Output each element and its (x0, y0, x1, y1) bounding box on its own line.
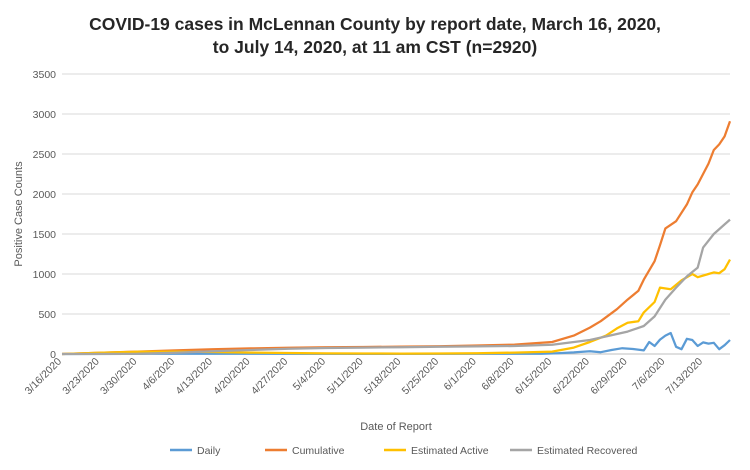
x-tick-label-10: 5/25/2020 (400, 356, 442, 398)
series-line-daily (61, 331, 731, 356)
y-tick-label-4: 2000 (33, 189, 57, 201)
y-tick-label-7: 3500 (33, 69, 57, 81)
legend-label-2: Estimated Active (411, 445, 489, 457)
x-tick-label-14: 6/22/2020 (551, 356, 593, 398)
x-tick-label-8: 5/11/2020 (325, 356, 366, 397)
legend-label-1: Cumulative (292, 445, 345, 457)
chart-title-line-1: COVID-19 cases in McLennan County by rep… (89, 14, 661, 34)
x-tick-label-15: 6/29/2020 (588, 356, 630, 398)
x-tick-label-9: 5/18/2020 (362, 356, 404, 398)
y-tick-label-2: 1000 (33, 269, 57, 281)
x-axis-title: Date of Report (360, 421, 432, 433)
x-tick-label-5: 4/20/2020 (211, 356, 253, 398)
y-tick-label-6: 3000 (33, 109, 57, 121)
x-tick-label-16: 7/6/2020 (630, 356, 667, 393)
x-tick-label-11: 6/1/2020 (442, 356, 479, 393)
y-tick-label-3: 1500 (33, 229, 57, 241)
y-axis-title: Positive Case Counts (13, 161, 25, 267)
x-tick-label-12: 6/8/2020 (479, 356, 516, 393)
x-tick-label-1: 3/23/2020 (60, 356, 102, 398)
y-tick-label-0: 0 (50, 349, 56, 361)
series-line-cumulative (61, 120, 732, 356)
x-tick-label-7: 5/4/2020 (291, 356, 328, 393)
x-tick-label-6: 4/27/2020 (249, 356, 291, 398)
x-tick-label-4: 4/13/2020 (173, 356, 215, 398)
x-tick-label-2: 3/30/2020 (98, 356, 140, 398)
x-tick-label-13: 6/15/2020 (513, 356, 555, 398)
chart-title-line-2: to July 14, 2020, at 11 am CST (n=2920) (212, 37, 538, 57)
x-tick-label-0: 3/16/2020 (23, 356, 65, 398)
x-tick-label-17: 7/13/2020 (664, 356, 706, 398)
legend-label-0: Daily (197, 445, 221, 457)
series-line-estimated-recovered (61, 218, 731, 356)
y-tick-label-5: 2500 (33, 149, 57, 161)
legend-label-3: Estimated Recovered (537, 445, 638, 457)
x-tick-label-3: 4/6/2020 (140, 356, 177, 393)
y-tick-label-1: 500 (38, 309, 56, 321)
